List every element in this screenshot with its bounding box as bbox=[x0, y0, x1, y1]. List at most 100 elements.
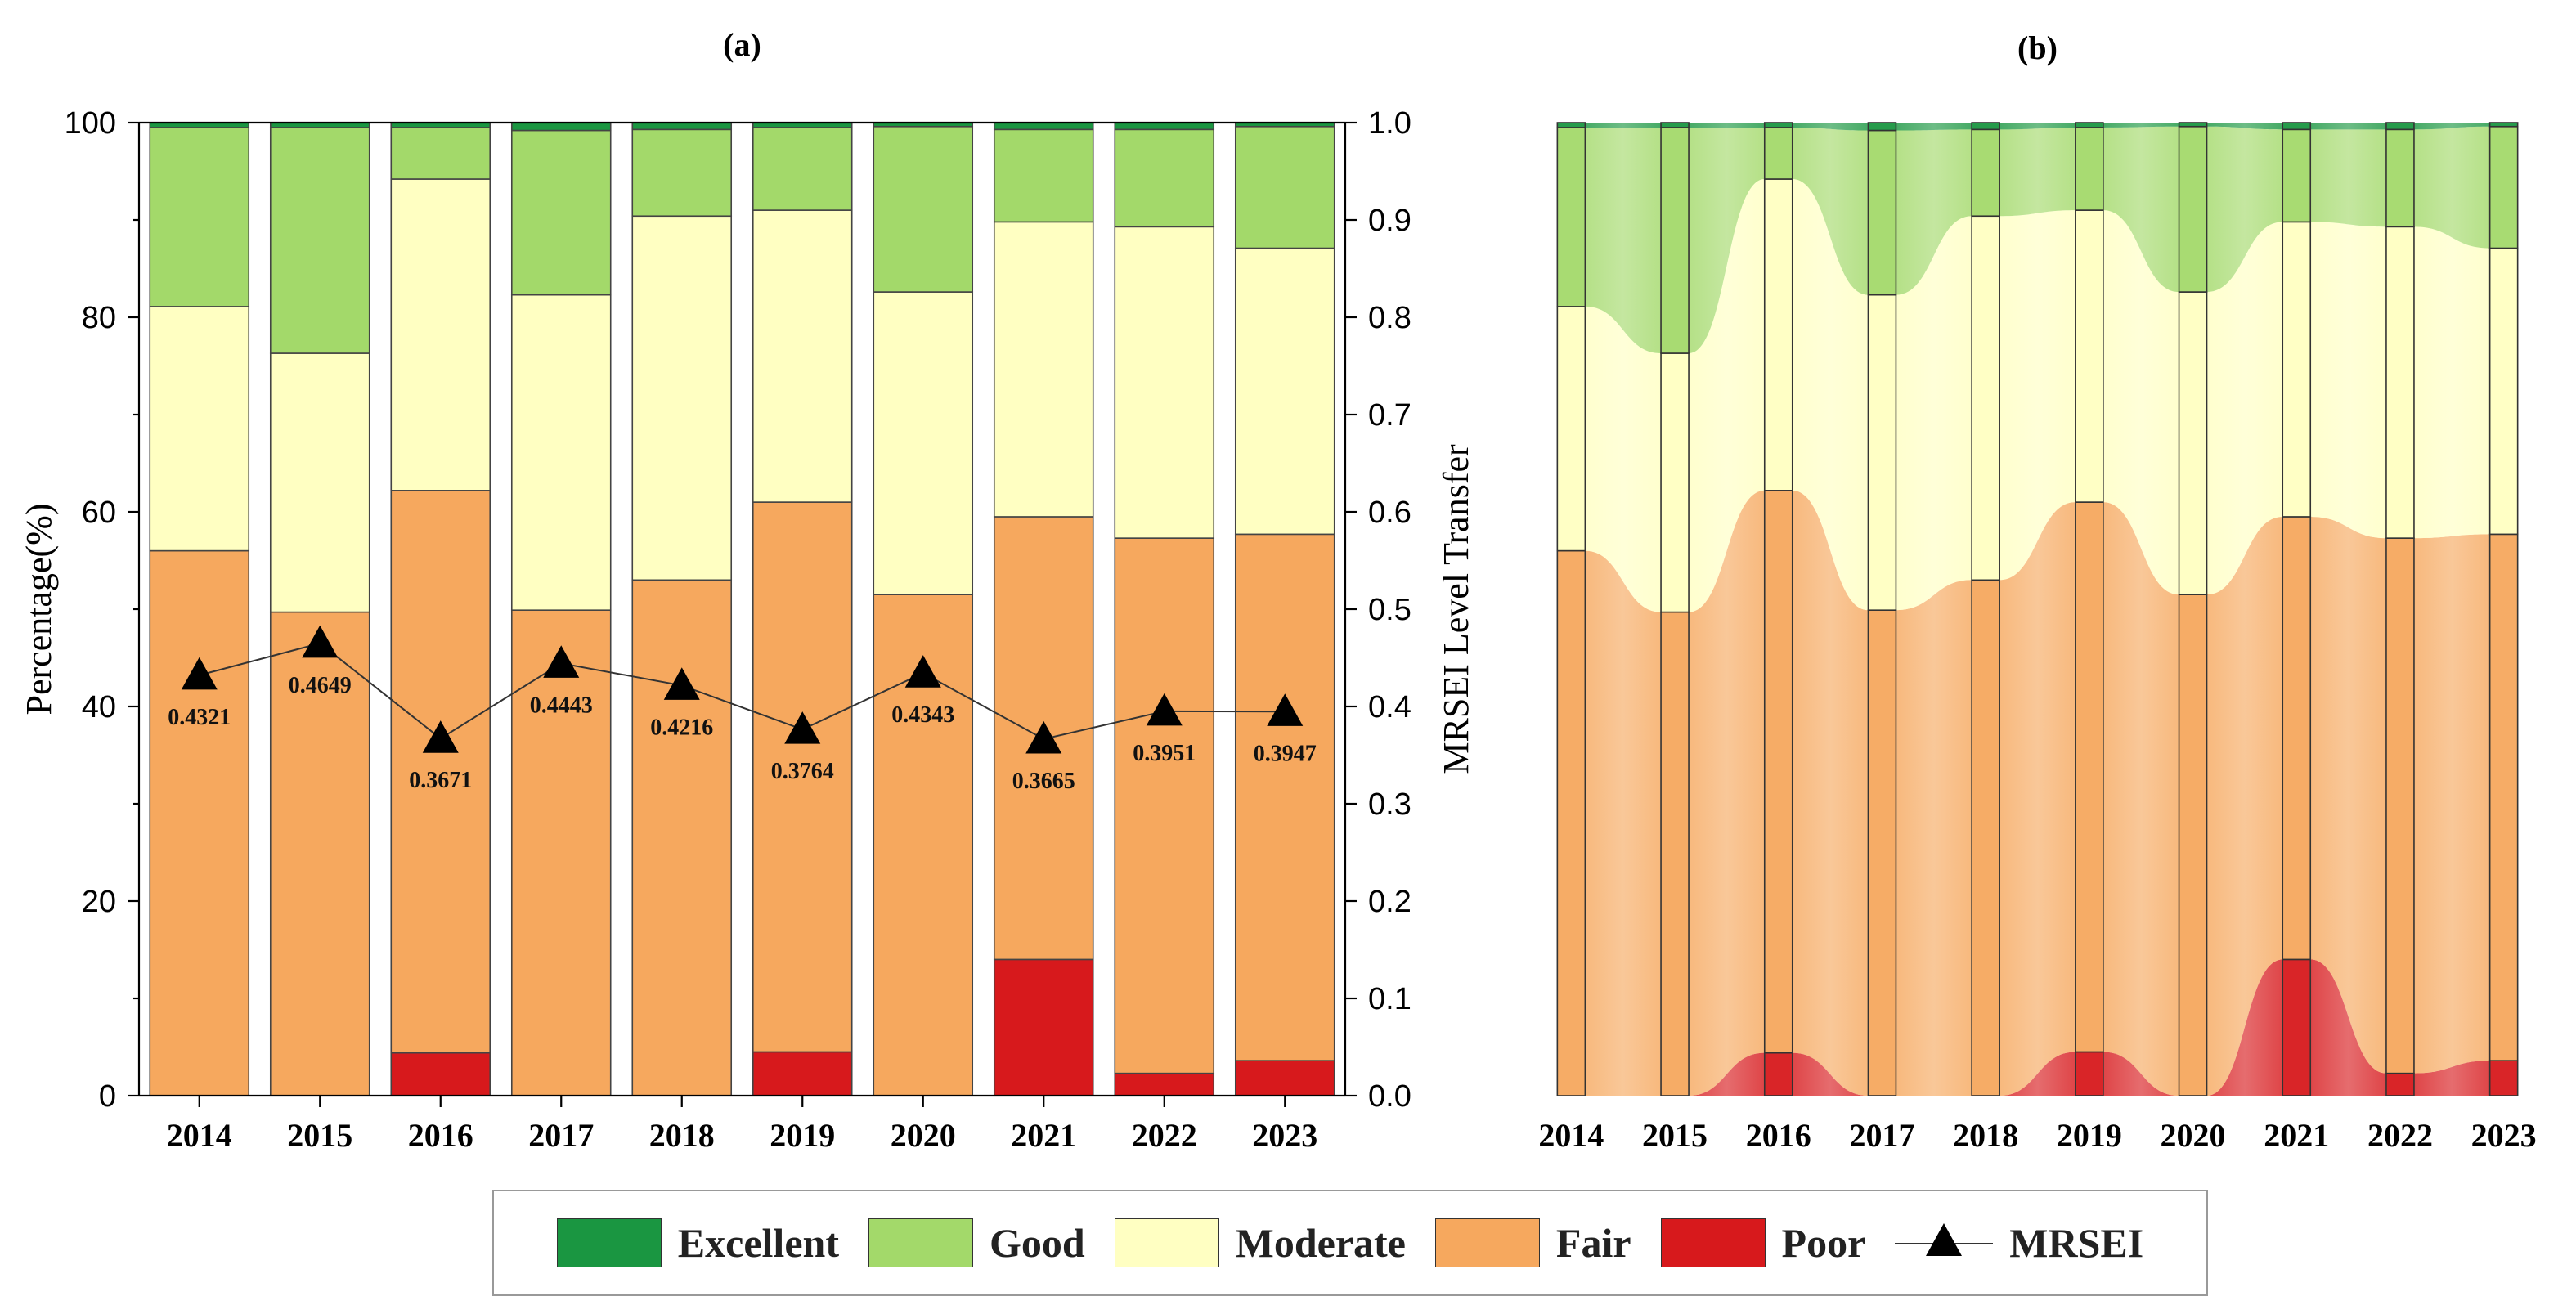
sankey-year-label-2022: 2022 bbox=[2367, 1117, 2433, 1154]
flow-poor-2016-2017 bbox=[1792, 1052, 1869, 1096]
flow-good-2015-2016 bbox=[1689, 127, 1765, 354]
node-poor-2019 bbox=[2075, 1051, 2104, 1096]
mrsei-label-2017: 0.4443 bbox=[530, 693, 593, 718]
node-fair-2015 bbox=[1660, 611, 1690, 1096]
bar-fair-2017 bbox=[510, 609, 612, 1096]
mrsei-label-2023: 0.3947 bbox=[1254, 741, 1317, 766]
mrsei-label-2021: 0.3665 bbox=[1012, 769, 1075, 794]
node-good-2017 bbox=[1867, 129, 1897, 296]
bar-poor-2016 bbox=[390, 1052, 491, 1096]
flow-good-2016-2017 bbox=[1792, 127, 1869, 295]
mrsei-point-2021 bbox=[1025, 720, 1062, 754]
flow-good-2019-2020 bbox=[2103, 126, 2179, 293]
node-moderate-2021 bbox=[2282, 221, 2312, 518]
x-tick-label-2019: 2019 bbox=[770, 1117, 835, 1154]
bar-moderate-2019 bbox=[752, 209, 853, 503]
bar-moderate-2022 bbox=[1114, 226, 1215, 539]
legend-label-poor: Poor bbox=[1781, 1220, 1866, 1266]
sankey-year-label-2020: 2020 bbox=[2161, 1117, 2226, 1154]
legend-swatch-excellent bbox=[556, 1218, 662, 1267]
flow-good-2022-2023 bbox=[2413, 126, 2490, 249]
y2-tick-label-0.9: 0.9 bbox=[1368, 204, 1411, 238]
mrsei-point-2018 bbox=[663, 667, 700, 700]
bar-poor-2023 bbox=[1234, 1060, 1335, 1096]
x-tick-label-2018: 2018 bbox=[649, 1117, 715, 1154]
node-fair-2017 bbox=[1867, 609, 1897, 1096]
legend-label-moderate: Moderate bbox=[1235, 1220, 1406, 1266]
bar-excellent-2017 bbox=[510, 122, 612, 132]
y2-tick-label-0.7: 0.7 bbox=[1368, 398, 1411, 433]
y2-tick-label-0.3: 0.3 bbox=[1368, 787, 1411, 822]
bar-excellent-2021 bbox=[993, 122, 1094, 131]
node-excellent-2021 bbox=[2282, 122, 2312, 131]
bar-good-2016 bbox=[390, 127, 491, 180]
bar-good-2020 bbox=[873, 125, 974, 293]
flow-moderate-2015-2016 bbox=[1689, 179, 1765, 612]
bar-good-2015 bbox=[269, 127, 370, 354]
bar-good-2022 bbox=[1114, 128, 1215, 228]
node-good-2023 bbox=[2488, 125, 2519, 249]
legend-item-good: Good bbox=[868, 1218, 1085, 1267]
flow-moderate-2017-2018 bbox=[1896, 216, 1972, 611]
node-moderate-2015 bbox=[1660, 352, 1690, 613]
mrsei-label-2015: 0.4649 bbox=[289, 673, 352, 698]
node-good-2014 bbox=[1556, 127, 1586, 307]
mrsei-point-2015 bbox=[302, 625, 339, 658]
bar-poor-2019 bbox=[752, 1051, 853, 1096]
legend-label-mrsei: MRSEI bbox=[2009, 1220, 2144, 1266]
flow-fair-2016-2017 bbox=[1792, 490, 1869, 1096]
node-good-2016 bbox=[1763, 127, 1793, 180]
flow-excellent-2022-2023 bbox=[2413, 123, 2490, 130]
node-poor-2016 bbox=[1763, 1052, 1793, 1096]
bar-good-2014 bbox=[149, 127, 250, 307]
bar-fair-2018 bbox=[631, 579, 733, 1096]
panel-b-label: (b) bbox=[2017, 29, 2058, 66]
bar-moderate-2021 bbox=[993, 221, 1094, 518]
node-excellent-2016 bbox=[1763, 122, 1793, 128]
bar-moderate-2017 bbox=[510, 294, 612, 611]
bar-fair-2016 bbox=[390, 490, 491, 1054]
flow-moderate-2018-2019 bbox=[1999, 210, 2076, 581]
node-good-2015 bbox=[1660, 127, 1690, 354]
bar-excellent-2022 bbox=[1114, 122, 1215, 131]
x-tick-label-2020: 2020 bbox=[891, 1117, 956, 1154]
bar-good-2021 bbox=[993, 128, 1094, 223]
legend-item-poor: Poor bbox=[1660, 1218, 1866, 1267]
bar-fair-2015 bbox=[269, 611, 370, 1096]
sankey-year-label-2016: 2016 bbox=[1746, 1117, 1811, 1154]
bar-moderate-2018 bbox=[631, 215, 733, 581]
flow-fair-2019-2020 bbox=[2103, 502, 2179, 1096]
x-tick-label-2023: 2023 bbox=[1252, 1117, 1317, 1154]
x-tick-label-2021: 2021 bbox=[1011, 1117, 1076, 1154]
sankey-year-label-2017: 2017 bbox=[1849, 1117, 1914, 1154]
flow-excellent-2016-2017 bbox=[1792, 123, 1869, 131]
flow-excellent-2015-2016 bbox=[1689, 123, 1765, 128]
y2-tick-label-0.2: 0.2 bbox=[1368, 885, 1411, 919]
mrsei-point-2014 bbox=[181, 657, 218, 690]
mrsei-label-2016: 0.3671 bbox=[409, 768, 472, 793]
flow-fair-2015-2016 bbox=[1689, 490, 1765, 1096]
node-excellent-2023 bbox=[2488, 122, 2519, 128]
x-tick-label-2022: 2022 bbox=[1132, 1117, 1197, 1154]
flow-poor-2015-2016 bbox=[1689, 1052, 1765, 1096]
flow-excellent-2020-2021 bbox=[2206, 123, 2283, 130]
bar-good-2019 bbox=[752, 127, 853, 211]
node-fair-2022 bbox=[2385, 537, 2415, 1074]
sankey-year-label-2015: 2015 bbox=[1642, 1117, 1708, 1154]
flow-moderate-2022-2023 bbox=[2413, 226, 2490, 539]
flow-fair-2018-2019 bbox=[1999, 502, 2076, 1096]
y-tick-label-20: 20 bbox=[82, 885, 116, 919]
sankey-year-label-2018: 2018 bbox=[1953, 1117, 2018, 1154]
legend-item-mrsei: MRSEI bbox=[1895, 1218, 2143, 1267]
node-good-2019 bbox=[2075, 127, 2104, 211]
node-poor-2022 bbox=[2385, 1072, 2415, 1096]
node-moderate-2023 bbox=[2488, 247, 2519, 536]
panel-a: (a) 0 20 40 60 80 100 0.0 0.1 0.2 0.3 0.4 0.5 0.6 0.7 0… bbox=[19, 26, 1476, 1154]
flow-fair-2021-2022 bbox=[2310, 516, 2386, 1074]
node-poor-2021 bbox=[2282, 958, 2312, 1096]
mrsei-label-2018: 0.4216 bbox=[650, 715, 713, 740]
bar-poor-2022 bbox=[1114, 1072, 1215, 1096]
mrsei-line bbox=[199, 642, 1286, 740]
y2-tick-label-0.4: 0.4 bbox=[1368, 690, 1411, 724]
